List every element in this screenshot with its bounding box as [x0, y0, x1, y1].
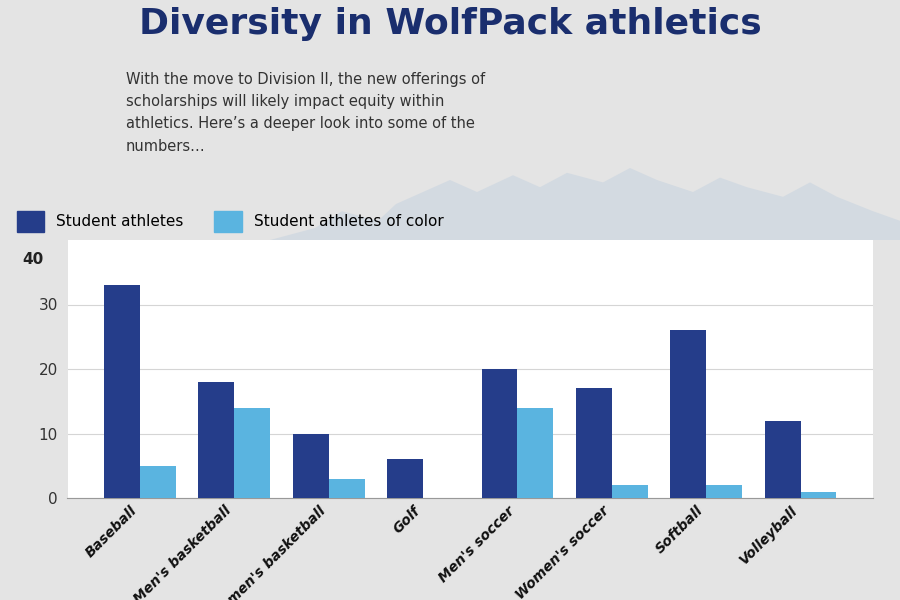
Bar	[518, 408, 554, 498]
Bar	[612, 485, 648, 498]
Bar	[234, 408, 270, 498]
Bar	[482, 369, 517, 498]
Bar	[765, 421, 800, 498]
Legend: Student athletes, Student athletes of color: Student athletes, Student athletes of co…	[16, 211, 444, 232]
Bar	[670, 330, 706, 498]
Bar	[800, 491, 836, 498]
Bar	[576, 388, 612, 498]
Bar	[292, 433, 328, 498]
Bar	[387, 460, 423, 498]
Text: 40: 40	[22, 252, 44, 267]
Text: Diversity in WolfPack athletics: Diversity in WolfPack athletics	[139, 7, 761, 41]
Bar	[104, 285, 140, 498]
Bar	[199, 382, 234, 498]
Bar	[706, 485, 742, 498]
Text: With the move to Division II, the new offerings of
scholarships will likely impa: With the move to Division II, the new of…	[126, 72, 485, 154]
Bar	[328, 479, 364, 498]
Polygon shape	[270, 168, 900, 240]
Bar	[140, 466, 176, 498]
